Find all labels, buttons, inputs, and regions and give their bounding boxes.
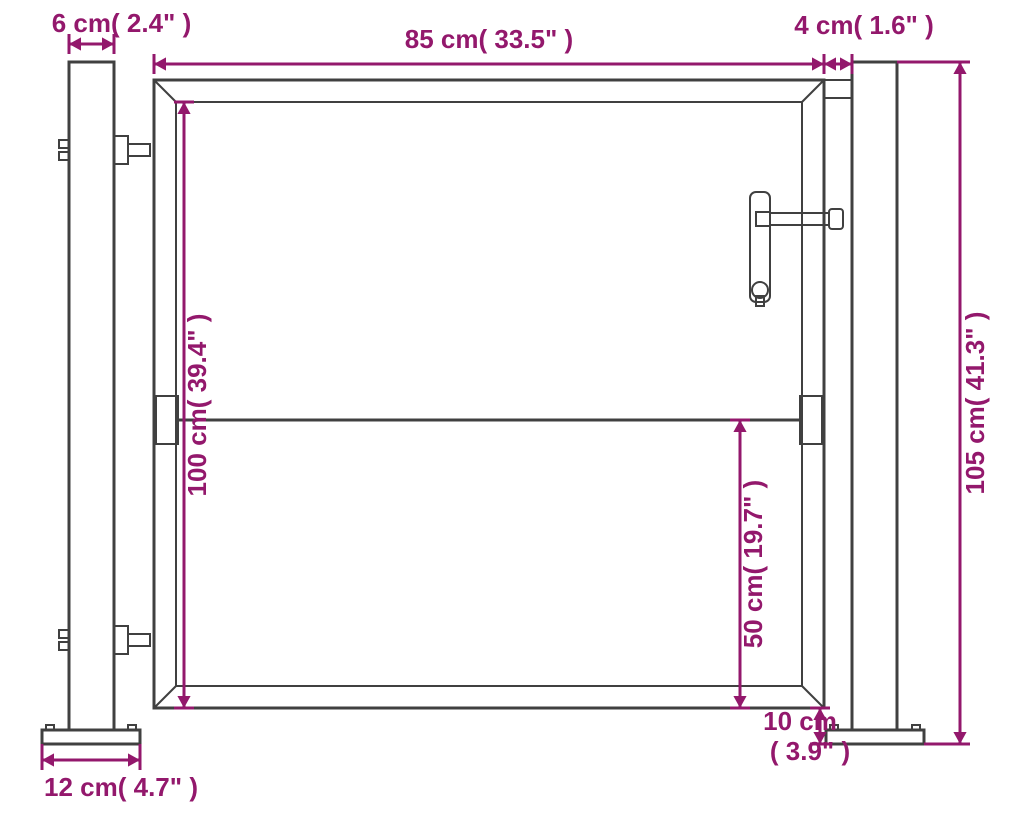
left-base-plate — [42, 730, 140, 744]
 — [154, 80, 176, 102]
 — [802, 686, 824, 708]
hinge-bottom — [114, 626, 128, 654]
dim-total-height-label: 105 cm( 41.3" ) — [960, 312, 990, 495]
hinge-top — [114, 136, 128, 164]
dim-base-width-label: 12 cm( 4.7" ) — [44, 772, 198, 802]
door-handle — [770, 213, 829, 225]
dim-gate-width-label: 85 cm( 33.5" ) — [405, 24, 573, 54]
left-post — [69, 62, 114, 730]
dim-ground-gap-label-b: ( 3.9" ) — [770, 736, 850, 766]
dim-frame-gap-label: 4 cm( 1.6" ) — [794, 10, 934, 40]
dim-post-width-label: 6 cm( 2.4" ) — [52, 8, 192, 38]
gate-outer-frame — [154, 80, 824, 708]
dim-gate-height-label: 100 cm( 39.4" ) — [182, 314, 212, 497]
right-post — [852, 62, 897, 730]
frame-gap-strip — [824, 80, 852, 98]
dim-ground-gap-label-a: 10 cm — [763, 706, 837, 736]
dim-bar-height-label: 50 cm( 19.7" ) — [738, 480, 768, 648]
mid-latch-block — [800, 396, 822, 444]
mid-hinge-block — [156, 396, 178, 444]
 — [802, 80, 824, 102]
gate-inner-frame — [176, 102, 802, 686]
 — [154, 686, 176, 708]
